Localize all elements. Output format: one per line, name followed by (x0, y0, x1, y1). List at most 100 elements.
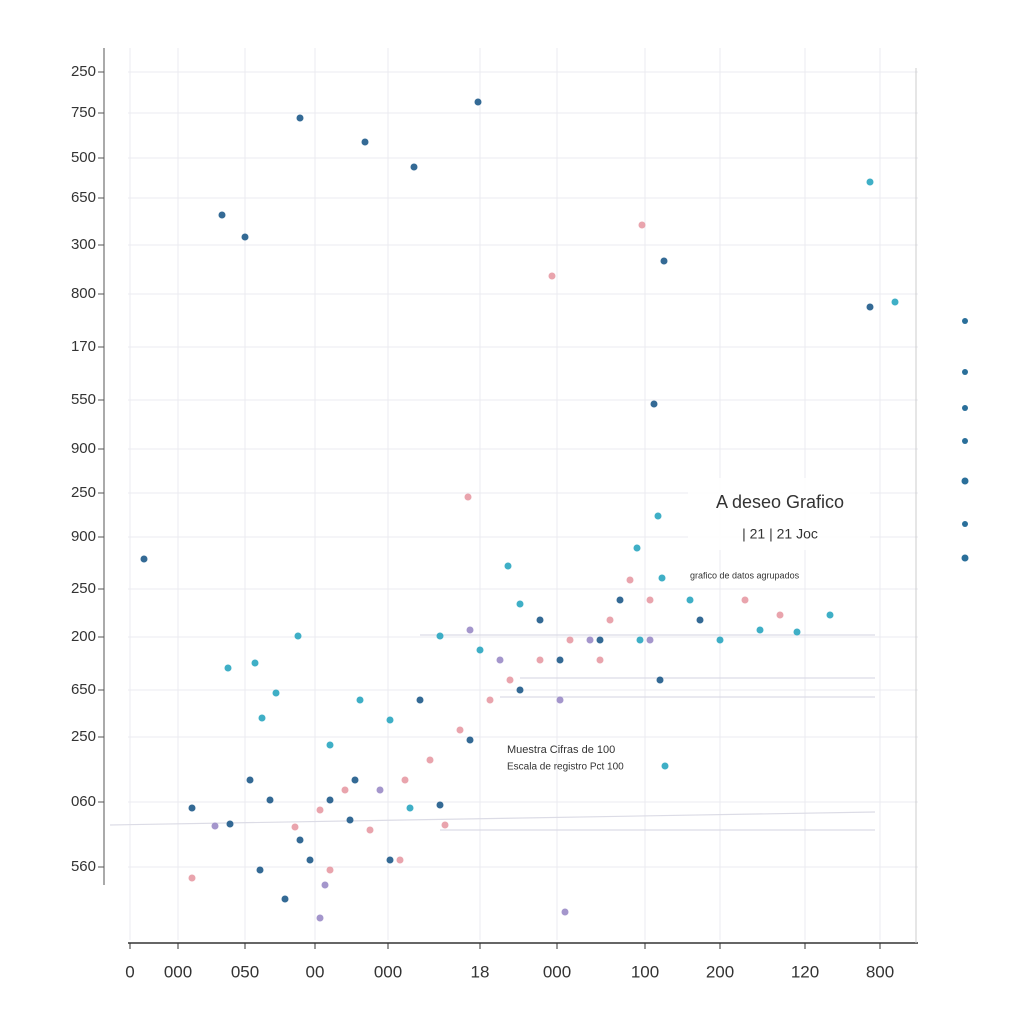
point (306, 856, 314, 864)
point (561, 908, 569, 916)
x-tick-label: 0 (125, 962, 134, 981)
point (441, 821, 449, 829)
point (272, 689, 280, 697)
y-tick-label: 800 (71, 285, 96, 302)
point (241, 233, 249, 241)
x-tick-label: 000 (374, 962, 402, 981)
annotation: grafico de datos agrupados (690, 570, 800, 580)
point (638, 221, 646, 229)
point (596, 636, 604, 644)
point (401, 776, 409, 784)
point (596, 656, 604, 664)
y-tick-label: 250 (71, 484, 96, 501)
point (296, 114, 304, 122)
point (266, 796, 274, 804)
point (793, 628, 801, 636)
y-tick-label: 900 (71, 528, 96, 545)
point (351, 776, 359, 784)
point (251, 659, 259, 667)
y-tick-label: 560 (71, 858, 96, 875)
point (516, 686, 524, 694)
x-tick-label: 00 (306, 962, 325, 981)
y-tick-label: 250 (71, 580, 96, 597)
point (650, 400, 658, 408)
point (376, 786, 384, 794)
point (536, 616, 544, 624)
point (660, 257, 668, 265)
point (361, 138, 369, 146)
guide-line (109, 811, 876, 826)
point (426, 756, 434, 764)
point (296, 836, 304, 844)
point (626, 576, 634, 584)
point (776, 611, 784, 619)
point (256, 866, 264, 874)
point (548, 272, 556, 280)
legend-title: A deseo Grafico (716, 492, 844, 512)
point (346, 816, 354, 824)
point (366, 826, 374, 834)
point (486, 696, 494, 704)
point (633, 544, 641, 552)
point (218, 211, 226, 219)
x-tick-label: 000 (543, 962, 571, 981)
point (291, 823, 299, 831)
point (396, 856, 404, 864)
point (646, 636, 654, 644)
legend-box (688, 478, 870, 550)
x-tick-label: 200 (706, 962, 734, 981)
x-tick-label: 100 (631, 962, 659, 981)
side-dots (961, 318, 969, 562)
point (316, 806, 324, 814)
y-tick-label: 170 (71, 338, 96, 355)
point (466, 626, 474, 634)
y-tick-label: 250 (71, 728, 96, 745)
point (456, 726, 464, 734)
point (556, 696, 564, 704)
point (341, 786, 349, 794)
point (496, 656, 504, 664)
y-tick-label: 200 (71, 628, 96, 645)
point (606, 616, 614, 624)
point (188, 874, 196, 882)
legend-subtitle: | 21 | 21 Joc (742, 526, 818, 542)
y-tick-label: 650 (71, 189, 96, 206)
point (406, 804, 414, 812)
y-tick-label: 550 (71, 391, 96, 408)
point (556, 656, 564, 664)
point (658, 574, 666, 582)
point (224, 664, 232, 672)
point (356, 696, 364, 704)
point (826, 611, 834, 619)
y-tick-label: 900 (71, 440, 96, 457)
y-tick-label: 500 (71, 149, 96, 166)
point (716, 636, 724, 644)
point (586, 636, 594, 644)
point (756, 626, 764, 634)
point (436, 801, 444, 809)
point (436, 632, 444, 640)
annotation: Escala de registro Pct 100 (507, 762, 624, 773)
x-tick-label: 000 (164, 962, 192, 981)
point (866, 178, 874, 186)
point (321, 881, 329, 889)
y-tick-label: 250 (71, 63, 96, 80)
point (386, 856, 394, 864)
point (410, 163, 418, 171)
point (696, 616, 704, 624)
annotation: Muestra Cifras de 100 (507, 744, 615, 756)
x-tick-label: 800 (866, 962, 894, 981)
point (416, 696, 424, 704)
point (326, 796, 334, 804)
point (281, 895, 289, 903)
point (474, 98, 482, 106)
point (866, 303, 874, 311)
point (294, 632, 302, 640)
point (636, 636, 644, 644)
point (504, 562, 512, 570)
point (246, 776, 254, 784)
y-tick-label: 750 (71, 104, 96, 121)
point (661, 762, 669, 770)
